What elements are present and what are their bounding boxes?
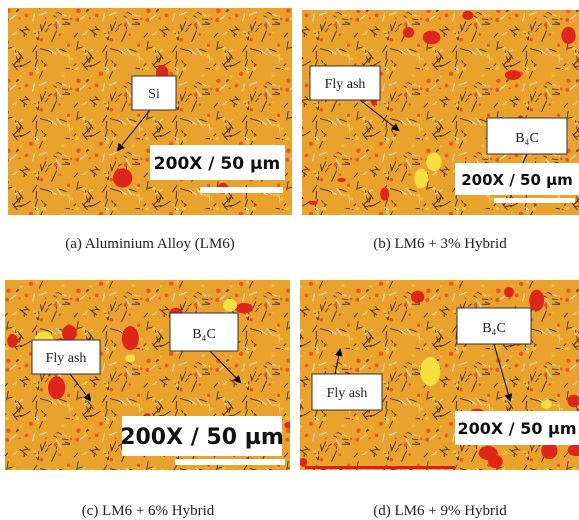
scale-label: 200X / 50 µm	[461, 171, 573, 189]
micrograph-c: Fly ash B₄C 200X / 50 µm	[5, 280, 294, 470]
caption: (c) LM6 + 6% Hybrid	[82, 503, 215, 519]
scale-label: 200X / 50 µm	[458, 419, 577, 438]
caption: (b) LM6 + 3% Hybrid	[373, 236, 507, 252]
scale-label: 200X / 50 µm	[154, 154, 280, 174]
figure: Si 200X / 50 µm Fly ash B₄C 200X / 50 µm…	[0, 0, 579, 520]
annotation: B₄C	[515, 131, 539, 146]
annotation: Fly ash	[325, 77, 366, 92]
caption: (d) LM6 + 9% Hybrid	[373, 503, 507, 519]
annotation: B₄C	[192, 327, 216, 342]
caption: (a) Aluminium Alloy (LM6)	[65, 236, 235, 252]
annotation: Fly ash	[327, 386, 368, 401]
annotation: B₄C	[482, 321, 506, 336]
annotation: Fly ash	[46, 351, 87, 366]
annotation: Si	[148, 87, 160, 102]
micrograph-a: Si 200X / 50 µm	[8, 8, 292, 215]
scale-label: 200X / 50 µm	[120, 425, 284, 450]
micrograph-d: B₄C Fly ash 200X / 50 µm	[299, 280, 579, 470]
micrograph-b: Fly ash B₄C 200X / 50 µm	[302, 10, 579, 215]
